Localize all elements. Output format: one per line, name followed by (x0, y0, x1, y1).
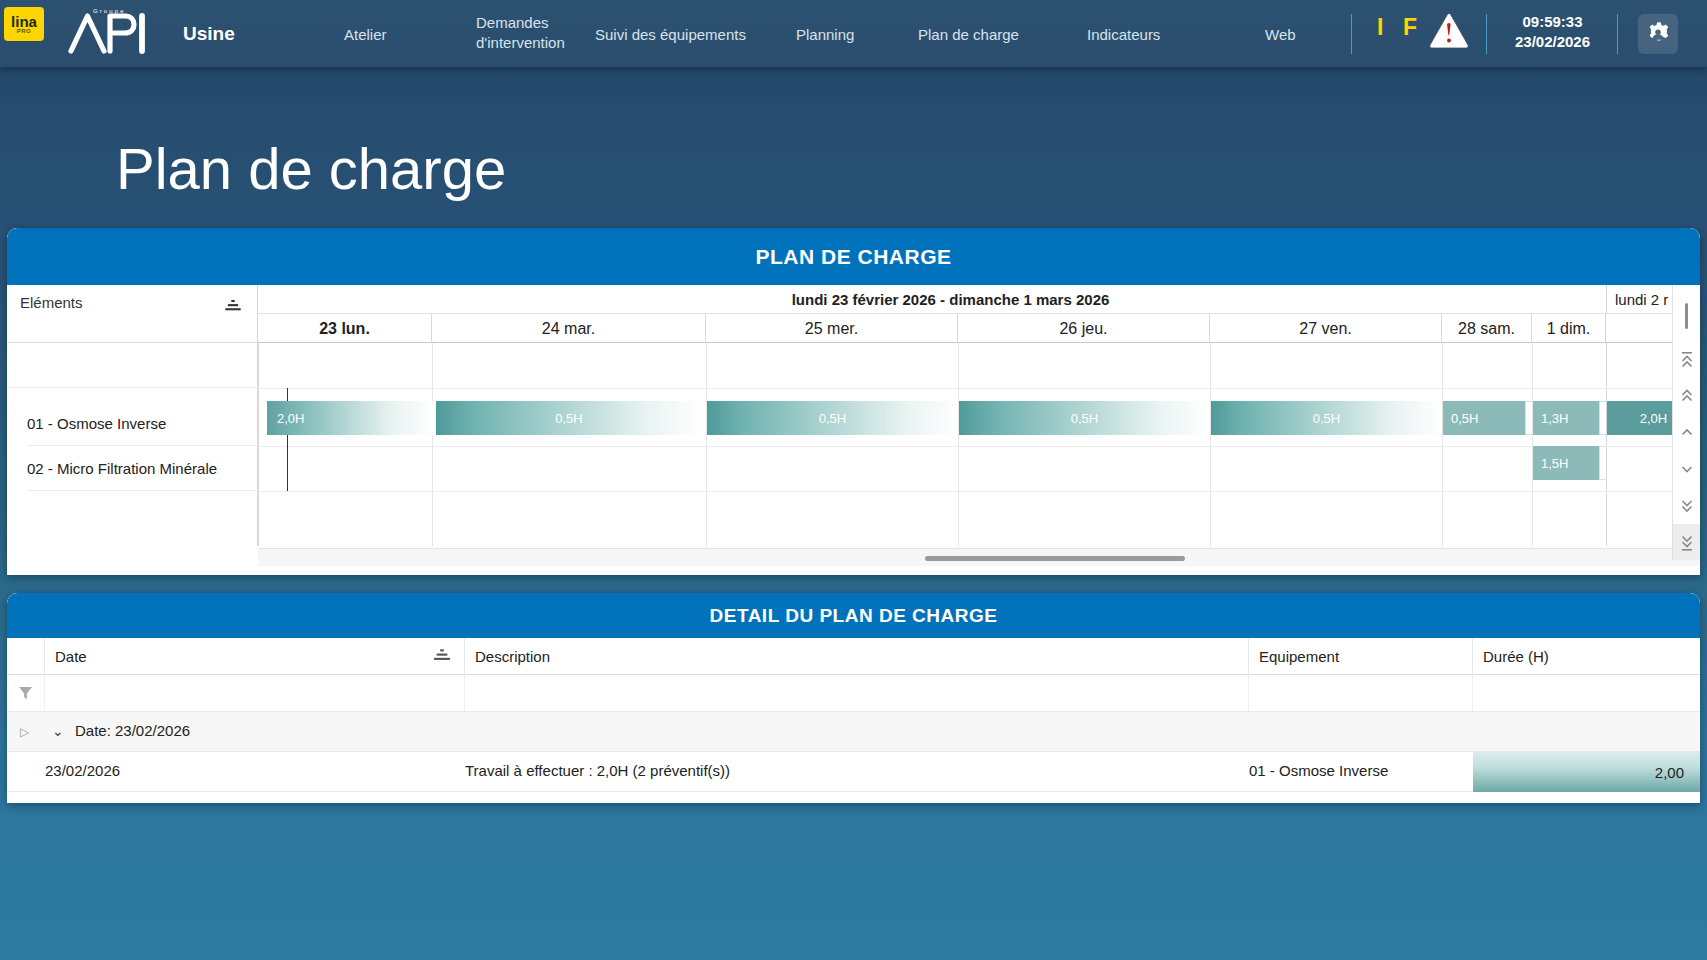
svg-text:Groupe: Groupe (93, 8, 126, 14)
